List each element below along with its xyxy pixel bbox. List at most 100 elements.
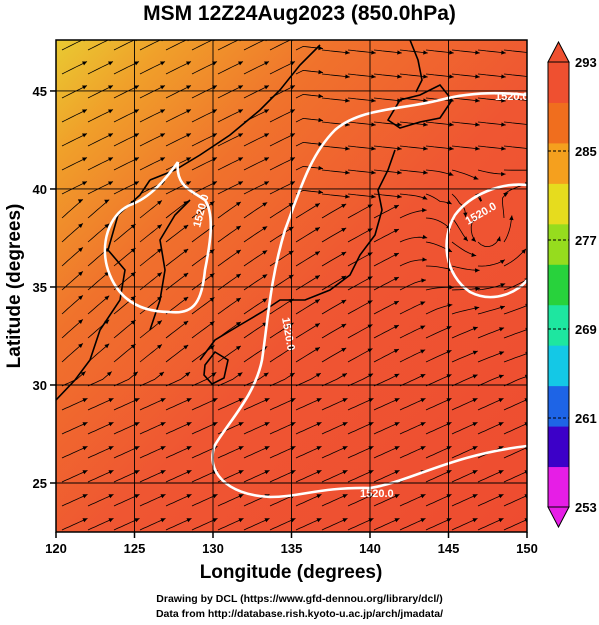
- streamline: [217, 494, 244, 507]
- streamline-arrowhead: [397, 170, 402, 175]
- streamline-arrowhead: [345, 194, 350, 199]
- streamline: [295, 470, 322, 483]
- streamline: [87, 109, 114, 123]
- streamline: [269, 250, 294, 267]
- streamline-arrowhead: [235, 225, 241, 231]
- streamline-arrowhead: [475, 268, 480, 273]
- streamline: [477, 398, 504, 411]
- streamline: [295, 372, 322, 387]
- streamline: [217, 157, 244, 171]
- streamline-arrowhead: [238, 181, 244, 186]
- streamline: [217, 181, 244, 195]
- streamline: [191, 201, 215, 219]
- streamline: [243, 133, 270, 147]
- streamline: [113, 247, 136, 267]
- streamline-arrowhead: [262, 202, 268, 207]
- streamline: [243, 202, 268, 219]
- streamline: [61, 199, 84, 219]
- streamline: [269, 226, 294, 243]
- streamline-arrowhead: [371, 170, 376, 175]
- colorbar-min-arrow: [547, 506, 570, 529]
- credit-drawing: Drawing by DCL (https://www.gfd-dennou.o…: [156, 593, 443, 605]
- streamline-arrowhead: [314, 227, 320, 232]
- streamline: [61, 295, 84, 315]
- streamline-arrowhead: [501, 171, 506, 177]
- streamline: [347, 193, 376, 198]
- y-tick-label: 45: [33, 84, 47, 99]
- streamline-arrowhead: [186, 494, 192, 499]
- streamline-arrowhead: [423, 146, 428, 151]
- streamline-arrowhead: [318, 189, 324, 195]
- streamline: [399, 494, 426, 507]
- streamline-arrowhead: [238, 61, 244, 66]
- streamline: [217, 249, 242, 267]
- streamline-arrowhead: [475, 98, 480, 103]
- streamline-arrowhead: [472, 326, 478, 331]
- streamline: [503, 121, 527, 125]
- streamline: [165, 133, 192, 147]
- streamline: [321, 73, 350, 78]
- streamline-arrowhead: [78, 319, 83, 324]
- streamline-arrowhead: [397, 50, 402, 55]
- streamline: [269, 298, 294, 315]
- streamline: [399, 446, 426, 459]
- streamline-arrowhead: [186, 181, 192, 186]
- streamline-arrowhead: [108, 109, 114, 114]
- streamline: [139, 518, 166, 531]
- streamline: [451, 326, 478, 339]
- streamline: [87, 181, 114, 195]
- streamline-arrowhead: [345, 50, 350, 55]
- streamline: [61, 319, 84, 339]
- streamline-arrowhead: [82, 494, 88, 499]
- streamline: [321, 518, 348, 531]
- streamline-arrowhead: [471, 236, 476, 242]
- streamline: [451, 97, 480, 102]
- streamline: [399, 325, 426, 339]
- streamline-arrowhead: [104, 343, 110, 349]
- streamline: [451, 217, 469, 242]
- streamline-arrowhead: [235, 273, 241, 279]
- streamline: [243, 518, 270, 531]
- streamline: [139, 200, 163, 219]
- streamline: [217, 40, 239, 51]
- colorbar-swatch: [548, 345, 569, 387]
- x-axis-ticks: 120 125 130 135 140 145 150: [45, 532, 538, 556]
- streamline-arrowhead: [421, 278, 426, 283]
- streamline-arrowhead: [527, 168, 532, 172]
- streamline-arrowhead: [78, 223, 83, 228]
- streamline: [451, 470, 478, 483]
- streamline: [139, 40, 161, 51]
- streamline-arrowhead: [160, 133, 166, 138]
- streamline: [425, 193, 452, 205]
- contour-line-low: [445, 183, 527, 299]
- streamline-arrowhead: [420, 446, 426, 451]
- streamline: [451, 306, 480, 315]
- streamline: [347, 169, 376, 174]
- streamline: [321, 193, 350, 198]
- streamline: [61, 40, 83, 51]
- streamline-arrowhead: [314, 347, 320, 352]
- streamline-arrowhead: [420, 494, 426, 499]
- streamline: [113, 295, 136, 315]
- streamline: [399, 518, 426, 531]
- x-tick-label: 135: [281, 541, 303, 556]
- streamline: [165, 248, 189, 267]
- contour-label: 1520.0: [495, 91, 529, 103]
- streamline-arrowhead: [82, 518, 88, 523]
- streamline-arrowhead: [212, 398, 218, 403]
- streamline: [347, 300, 373, 315]
- streamline-arrowhead: [262, 274, 268, 279]
- streamline: [61, 133, 88, 147]
- streamline: [425, 398, 452, 411]
- streamline-arrowhead: [134, 133, 140, 138]
- streamline: [425, 145, 454, 150]
- streamline: [347, 204, 373, 219]
- streamline-arrowhead: [104, 223, 110, 229]
- streamline: [295, 251, 321, 267]
- streamline-arrowhead: [393, 325, 399, 330]
- streamline: [87, 295, 110, 315]
- streamline: [139, 296, 163, 315]
- streamline-arrowhead: [82, 133, 88, 138]
- hokkaido-coast: [386, 83, 453, 129]
- streamline-arrowhead: [345, 74, 350, 79]
